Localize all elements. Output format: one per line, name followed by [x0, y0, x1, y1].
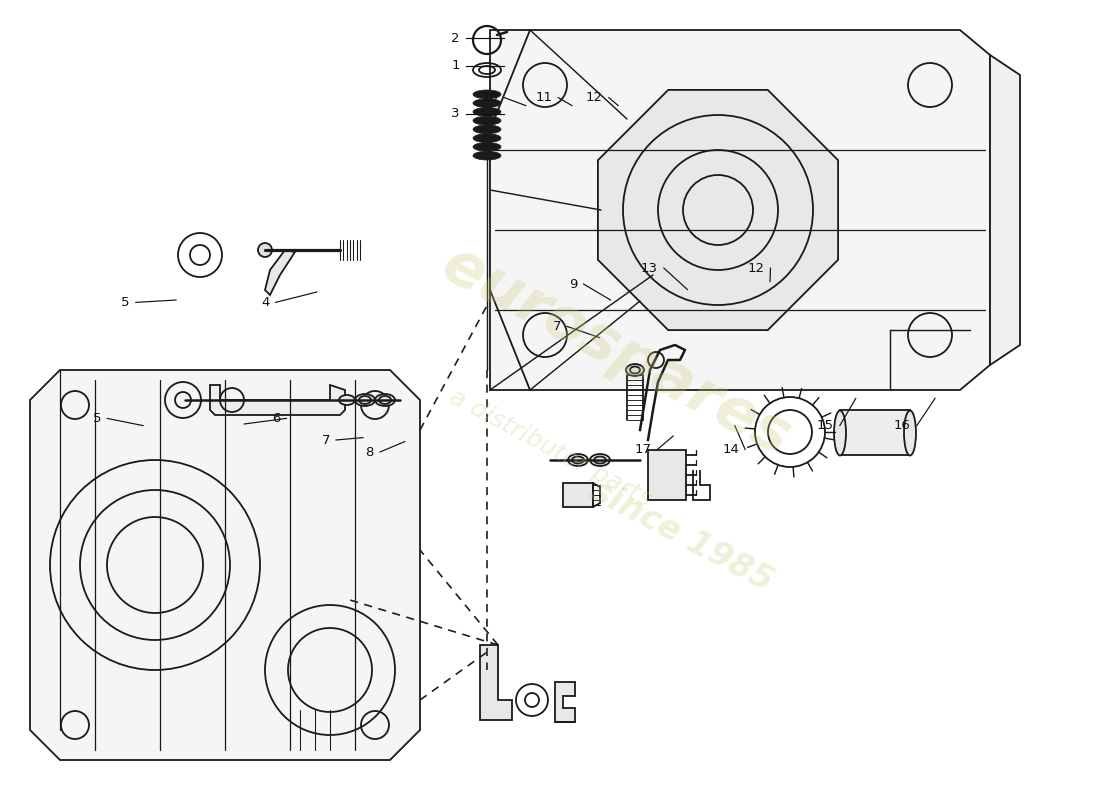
Text: 3: 3: [451, 107, 460, 120]
Polygon shape: [480, 645, 512, 720]
Ellipse shape: [375, 394, 395, 406]
Ellipse shape: [590, 454, 610, 466]
Polygon shape: [598, 90, 838, 330]
Polygon shape: [990, 55, 1020, 365]
Ellipse shape: [473, 142, 500, 151]
Text: 13: 13: [641, 262, 658, 274]
Text: 7: 7: [321, 434, 330, 446]
Text: 7: 7: [552, 320, 561, 333]
Text: 8: 8: [365, 446, 374, 458]
Ellipse shape: [626, 364, 644, 376]
Bar: [648, 450, 686, 500]
Text: 2: 2: [451, 32, 460, 45]
Text: 12: 12: [586, 91, 603, 104]
Ellipse shape: [904, 410, 916, 455]
Text: 5: 5: [121, 296, 130, 309]
Ellipse shape: [568, 454, 588, 466]
Text: 1: 1: [451, 59, 460, 72]
Bar: [563, 483, 593, 507]
Text: 5: 5: [92, 412, 101, 425]
Polygon shape: [556, 682, 575, 722]
Text: 10: 10: [482, 91, 498, 104]
Ellipse shape: [473, 134, 500, 142]
Text: 4: 4: [261, 296, 270, 309]
Text: 12: 12: [748, 262, 764, 274]
Text: 14: 14: [723, 443, 739, 456]
Ellipse shape: [473, 107, 500, 116]
Ellipse shape: [473, 151, 500, 160]
Text: 6: 6: [272, 412, 280, 425]
Polygon shape: [30, 370, 420, 760]
Polygon shape: [490, 30, 990, 390]
Text: eurospares: eurospares: [431, 235, 801, 469]
Text: 11: 11: [536, 91, 552, 104]
Text: 15: 15: [817, 419, 834, 432]
Ellipse shape: [473, 98, 500, 107]
Ellipse shape: [473, 116, 500, 125]
Text: since 1985: since 1985: [585, 474, 779, 598]
Text: 16: 16: [894, 419, 911, 432]
Ellipse shape: [834, 410, 846, 455]
Text: 17: 17: [635, 443, 651, 456]
Text: 9: 9: [569, 278, 578, 290]
Text: a distributor parts: a distributor parts: [444, 385, 656, 511]
Bar: [840, 410, 910, 455]
Ellipse shape: [473, 125, 500, 134]
Ellipse shape: [339, 395, 355, 405]
Ellipse shape: [258, 243, 272, 257]
Ellipse shape: [355, 394, 375, 406]
Polygon shape: [210, 385, 345, 415]
Polygon shape: [265, 250, 295, 295]
Ellipse shape: [473, 90, 500, 98]
